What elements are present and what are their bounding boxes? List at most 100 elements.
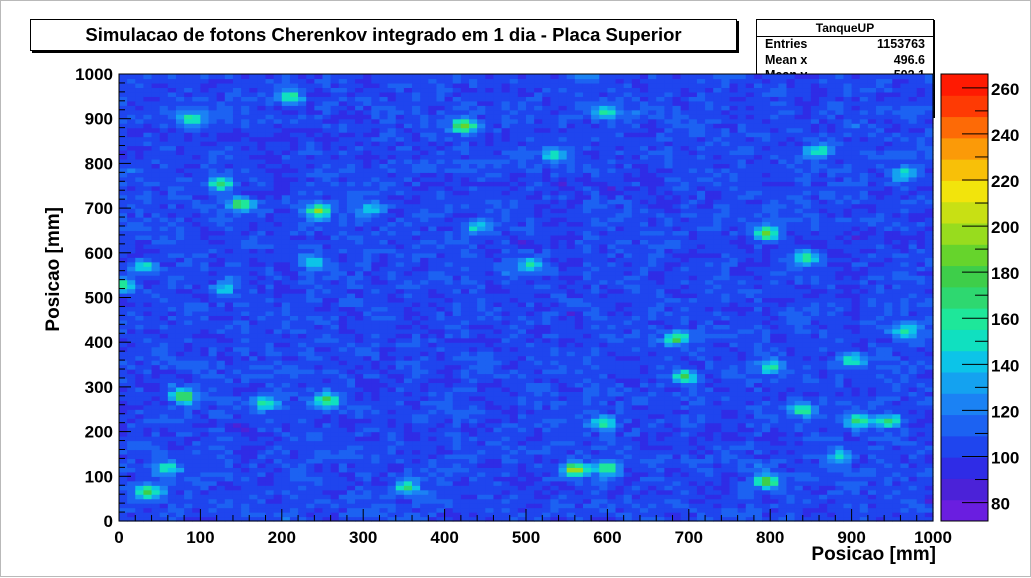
heatmap-cell xyxy=(420,386,429,392)
heatmap-cell xyxy=(257,427,267,433)
heatmap-cell xyxy=(428,449,438,455)
heatmap-cell xyxy=(135,252,145,258)
heatmap-cell xyxy=(119,453,128,460)
heatmap-cell xyxy=(509,123,519,129)
heatmap-cell xyxy=(412,449,421,455)
heatmap-cell xyxy=(469,436,478,442)
heatmap-cell xyxy=(379,382,389,388)
heatmap-cell xyxy=(175,270,185,276)
heatmap-cell xyxy=(273,158,283,164)
heatmap-cell xyxy=(167,266,177,272)
heatmap-cell xyxy=(257,351,267,357)
heatmap-cell xyxy=(452,91,462,97)
heatmap-cell xyxy=(460,105,470,111)
heatmap-cell xyxy=(306,512,315,518)
heatmap-cell xyxy=(314,87,324,93)
heatmap-cell xyxy=(395,225,405,232)
heatmap-cell xyxy=(493,123,503,129)
heatmap-cell xyxy=(127,485,136,491)
heatmap-cell xyxy=(346,471,356,477)
heatmap-cell xyxy=(151,105,161,111)
heatmap-cell xyxy=(395,319,405,325)
heatmap-cell xyxy=(395,87,405,93)
heatmap-cell xyxy=(509,346,519,352)
heatmap-cell xyxy=(249,167,258,173)
heatmap-cell xyxy=(151,449,161,455)
heatmap-cell xyxy=(444,145,454,151)
heatmap-cell xyxy=(151,96,161,102)
heatmap-cell xyxy=(338,476,348,482)
heatmap-cell xyxy=(184,199,193,205)
heatmap-cell xyxy=(135,82,145,89)
heatmap-cell xyxy=(208,172,218,178)
heatmap-cell xyxy=(289,109,299,115)
heatmap-cell xyxy=(159,328,169,334)
heatmap-cell xyxy=(143,351,153,357)
heatmap-cell xyxy=(127,275,136,281)
heatmap-cell xyxy=(477,427,486,433)
heatmap-cell xyxy=(420,114,429,120)
heatmap-cell xyxy=(509,284,519,290)
heatmap-cell xyxy=(281,234,291,240)
heatmap-cell xyxy=(346,431,356,437)
heatmap-cell xyxy=(241,172,250,178)
heatmap-cell xyxy=(444,498,454,504)
heatmap-cell xyxy=(281,293,291,299)
heatmap-cell xyxy=(265,355,275,361)
heatmap-cell xyxy=(273,194,283,200)
heatmap-cell xyxy=(281,342,291,348)
heatmap-cell xyxy=(167,217,177,223)
heatmap-cell xyxy=(485,400,495,406)
heatmap-cell xyxy=(159,230,169,236)
heatmap-cell xyxy=(444,449,454,455)
heatmap-cell xyxy=(387,346,397,352)
heatmap-cell xyxy=(127,418,136,424)
heatmap-cell xyxy=(298,507,307,513)
heatmap-cell xyxy=(224,427,234,433)
heatmap-cell xyxy=(452,449,462,455)
heatmap-cell xyxy=(127,413,136,419)
heatmap-cell xyxy=(338,145,348,151)
heatmap-cell xyxy=(289,82,299,89)
heatmap-cell xyxy=(346,293,356,299)
heatmap-cell xyxy=(241,404,250,410)
heatmap-cell xyxy=(355,445,364,451)
heatmap-cell xyxy=(306,176,315,182)
heatmap-cell xyxy=(412,391,421,397)
heatmap-cell xyxy=(460,114,470,120)
heatmap-cell xyxy=(306,109,315,115)
heatmap-cell xyxy=(371,333,381,339)
stats-label: RMS x xyxy=(765,83,804,98)
heatmap-cell xyxy=(257,512,267,518)
heatmap-cell xyxy=(403,386,413,392)
heatmap-cell xyxy=(135,149,145,156)
heatmap-cell xyxy=(208,342,218,348)
heatmap-cell xyxy=(184,279,193,285)
heatmap-cell xyxy=(224,436,234,442)
heatmap-cell xyxy=(192,315,201,321)
heatmap-cell xyxy=(298,467,307,473)
stats-label: RMS y xyxy=(765,99,804,114)
heatmap-cell xyxy=(501,149,511,156)
heatmap-cell xyxy=(330,203,340,209)
heatmap-cell xyxy=(167,346,177,352)
heatmap-cell xyxy=(224,284,234,290)
heatmap-cell xyxy=(338,105,348,111)
heatmap-cell xyxy=(216,382,226,388)
heatmap-cell xyxy=(403,315,413,321)
heatmap-cell xyxy=(322,346,332,352)
heatmap-cell xyxy=(167,458,177,464)
heatmap-cell xyxy=(167,123,177,129)
heatmap-cell xyxy=(363,78,372,84)
heatmap-cell xyxy=(493,279,503,285)
heatmap-cell xyxy=(265,400,275,406)
heatmap-cell xyxy=(501,471,511,477)
heatmap-cell xyxy=(509,212,519,218)
heatmap-cell xyxy=(485,404,495,410)
heatmap-cell xyxy=(322,185,332,191)
heatmap-cell xyxy=(355,105,364,111)
stats-label: Mean x xyxy=(765,52,808,67)
heatmap-cell xyxy=(281,225,291,232)
heatmap-cell xyxy=(371,306,381,312)
heatmap-cell xyxy=(232,158,242,164)
